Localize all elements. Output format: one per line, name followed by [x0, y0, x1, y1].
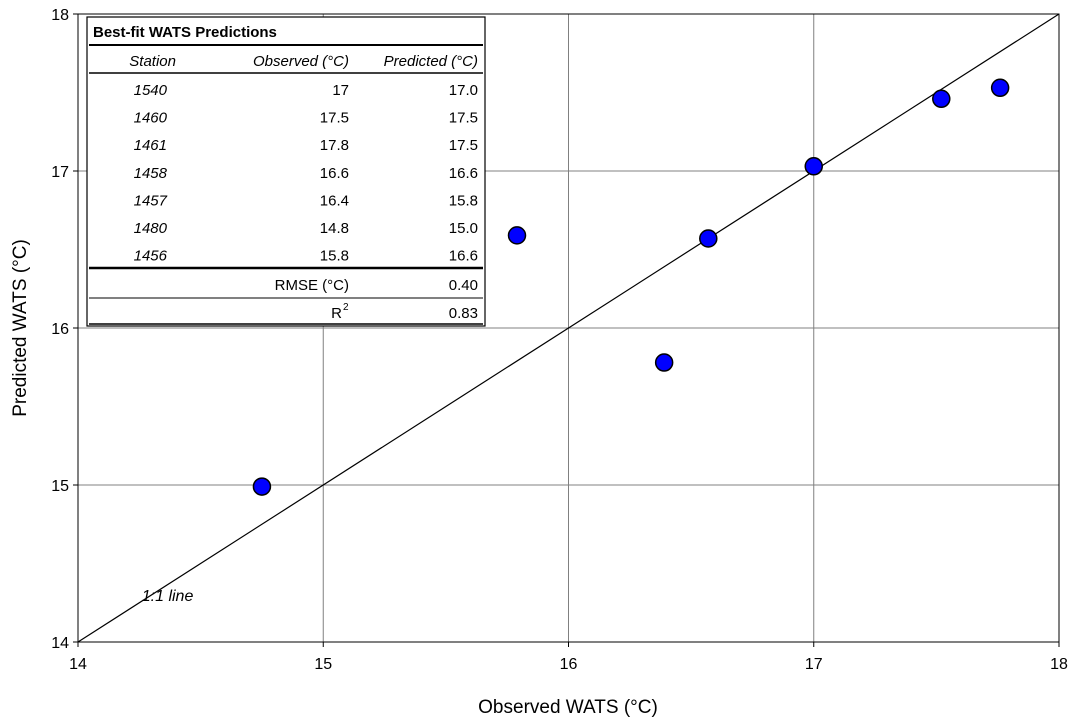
one-to-one-line-label: 1:1 line: [142, 588, 194, 605]
y-axis-ticks: 14 15 16 17 18: [51, 7, 78, 652]
inset-table-title: Best-fit WATS Predictions: [93, 24, 277, 41]
one-to-one-line: [77, 13, 1060, 643]
observed-value: 14.8: [320, 220, 349, 237]
r2-label: R: [331, 305, 342, 322]
inset-header-station: Station: [129, 53, 176, 70]
inset-header-predicted: Predicted (°C): [384, 53, 478, 70]
predicted-value: 15.0: [449, 220, 478, 237]
data-point: [654, 353, 674, 372]
data-point: [507, 226, 527, 245]
x-tick-label: 17: [805, 656, 823, 673]
rmse-value: 0.40: [449, 277, 478, 294]
data-points: [252, 78, 1010, 496]
y-tick-label: 17: [51, 164, 69, 181]
y-tick-label: 16: [51, 321, 69, 338]
station-id: 1540: [134, 82, 168, 99]
inset-header-observed: Observed (°C): [253, 53, 349, 70]
predicted-value: 16.6: [449, 165, 478, 182]
data-point: [699, 229, 718, 248]
y-tick-label: 14: [51, 635, 69, 652]
y-axis-title: Predicted WATS (°C): [10, 239, 31, 417]
x-tick-label: 16: [560, 656, 578, 673]
data-point: [804, 157, 823, 176]
x-tick-label: 18: [1050, 656, 1068, 673]
data-point: [252, 477, 272, 496]
predicted-value: 16.6: [449, 248, 478, 265]
x-axis-title: Observed WATS (°C): [478, 697, 658, 718]
y-tick-label: 15: [51, 478, 69, 495]
predicted-value: 17.5: [449, 110, 478, 127]
observed-value: 17.5: [320, 110, 349, 127]
x-axis-ticks: 14 15 16 17 18: [69, 642, 1068, 673]
r2-superscript: 2: [343, 302, 349, 313]
inset-table-box: [86, 16, 486, 327]
station-id: 1460: [134, 110, 168, 127]
inset-table-rows: 1540 17 17.0 1460 17.5 17.5 1461 17.8 17.5 1458 16…: [134, 82, 478, 265]
observed-value: 17: [332, 82, 349, 99]
rmse-label: RMSE (°C): [275, 277, 349, 294]
predicted-value: 15.8: [449, 192, 478, 209]
station-id: 1456: [134, 248, 168, 265]
station-id: 1480: [134, 220, 168, 237]
inset-table: Best-fit WATS Predictions Station Observ…: [86, 16, 486, 327]
data-point: [990, 78, 1010, 98]
predicted-value: 17.5: [449, 137, 478, 154]
station-id: 1457: [134, 192, 168, 209]
data-point: [932, 89, 951, 109]
station-id: 1458: [134, 165, 168, 182]
observed-value: 15.8: [320, 248, 349, 265]
observed-value: 17.8: [320, 137, 349, 154]
observed-value: 16.6: [320, 165, 349, 182]
y-tick-label: 18: [51, 7, 69, 24]
x-tick-label: 15: [314, 656, 332, 673]
station-id: 1461: [134, 137, 167, 154]
predicted-value: 17.0: [449, 82, 478, 99]
r2-value: 0.83: [449, 305, 478, 322]
x-tick-label: 14: [69, 656, 87, 673]
observed-value: 16.4: [320, 192, 349, 209]
